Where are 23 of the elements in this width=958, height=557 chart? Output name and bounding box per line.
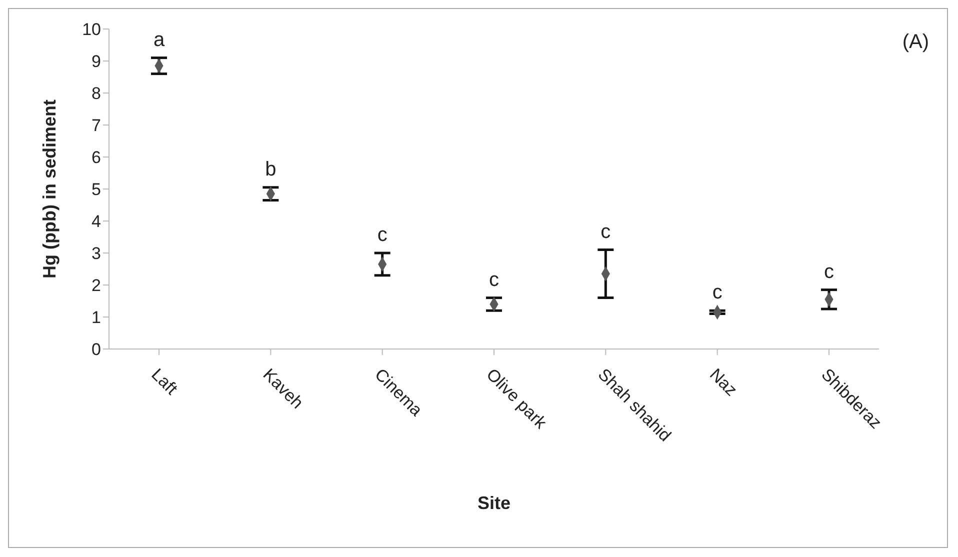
y-tick-label: 2 (92, 276, 101, 296)
y-tick-label: 8 (92, 84, 101, 104)
annotation: a (153, 28, 166, 51)
y-tick-label: 0 (92, 340, 101, 360)
annotation: c (377, 224, 388, 246)
y-tick-label: 10 (82, 20, 101, 40)
y-tick-label: 3 (92, 244, 101, 264)
x-tick-label: Naz (706, 364, 741, 400)
annotation: c (824, 260, 834, 283)
y-tick-label: 5 (92, 180, 101, 200)
annotation: c (712, 282, 722, 304)
annotation: c (489, 268, 499, 291)
text: (A) (902, 31, 929, 54)
y-tick-label: 7 (92, 116, 101, 136)
annotation: b (265, 158, 276, 180)
y-axis-title: Hg (ppb) in sediment (39, 100, 60, 278)
x-axis-title: Site (477, 493, 511, 513)
y-tick-label: 1 (92, 308, 101, 328)
annotation: c (600, 220, 611, 243)
y-tick-label: 4 (92, 212, 101, 232)
y-tick-label: 9 (92, 52, 101, 72)
x-tick-label: Laft (148, 364, 182, 399)
y-tick-label: 6 (92, 148, 101, 168)
